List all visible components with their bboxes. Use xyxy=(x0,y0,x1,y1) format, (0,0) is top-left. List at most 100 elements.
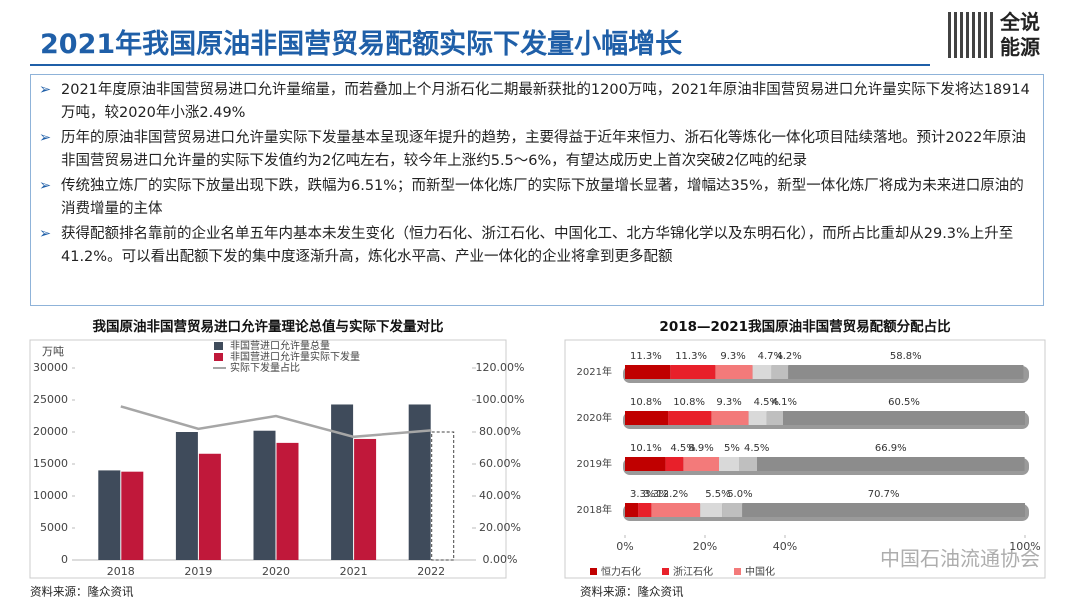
bullet-box: 2021年度原油非国营贸易进口允许量缩量，而若叠加上个月浙石化二期最新获批的12… xyxy=(30,74,1044,306)
line xyxy=(120,405,432,439)
data-label: 70.7% xyxy=(868,489,900,500)
data-label: 3.3% xyxy=(643,489,668,500)
bar-segment xyxy=(748,411,767,425)
x-tick-label: 40% xyxy=(773,540,797,553)
bar xyxy=(198,453,221,560)
y2-tick-label: 0.00% xyxy=(483,553,518,566)
legend-swatch xyxy=(214,353,223,361)
bar-segment xyxy=(668,411,712,425)
bar xyxy=(354,438,377,560)
bar xyxy=(408,404,431,560)
bar-segment xyxy=(700,503,723,517)
qr-code xyxy=(948,12,994,58)
legend-swatch xyxy=(662,568,669,575)
y-tick-label: 2021年 xyxy=(577,365,612,378)
bar xyxy=(98,470,121,560)
data-label: 10.8% xyxy=(673,397,705,408)
bar xyxy=(331,404,354,560)
y2-tick-label: 100.00% xyxy=(476,393,525,406)
bar-segment xyxy=(625,365,671,379)
bar-segment xyxy=(766,411,783,425)
legend-label: 中国化 xyxy=(745,565,775,578)
chart-frame xyxy=(564,339,1046,579)
source: 资料来源：隆众资讯 xyxy=(30,585,134,599)
data-label: 3.3% xyxy=(630,489,655,500)
legend-label: 实际下发量占比 xyxy=(230,361,300,374)
bar-segment xyxy=(638,503,652,517)
y2-tick-label: 40.00% xyxy=(479,489,521,502)
data-label: 58.8% xyxy=(890,351,922,362)
y2-tick-label: 80.00% xyxy=(479,425,521,438)
bar-segment xyxy=(742,503,1025,517)
bar-segment xyxy=(771,365,789,379)
chart-title: 2018—2021我国原油非国营贸易配额分配占比 xyxy=(659,318,950,335)
slide-title: 2021年我国原油非国营贸易配额实际下发量小幅增长 xyxy=(40,29,683,60)
y2-tick-label: 60.00% xyxy=(479,457,521,470)
data-label: 5% xyxy=(724,443,740,454)
y-tick-label: 20000 xyxy=(33,425,68,438)
legend-label: 恒力石化 xyxy=(601,565,641,578)
y-tick-label: 25000 xyxy=(33,393,68,406)
bar-segment xyxy=(719,457,739,471)
y2-tick-label: 120.00% xyxy=(476,361,525,374)
bar-segment xyxy=(625,457,666,471)
data-label: 10.8% xyxy=(630,397,662,408)
data-label: 4.1% xyxy=(772,397,797,408)
x-tick-label: 2021 xyxy=(340,565,368,578)
y-tick-label: 2020年 xyxy=(577,411,612,424)
legend-swatch xyxy=(214,342,223,350)
axis-unit: 万吨 xyxy=(42,345,64,358)
y-tick-label: 30000 xyxy=(33,361,68,374)
x-tick-label: 0% xyxy=(616,540,633,553)
legend-label: 非国营进口允许量实际下发量 xyxy=(230,350,360,363)
x-tick-label: 20% xyxy=(693,540,717,553)
bar xyxy=(276,442,299,560)
bullet: 获得配额排名靠前的企业名单五年内基本未发生变化（恒力石化、浙江石化、中国化工、北… xyxy=(39,223,1033,269)
bar-segment xyxy=(625,411,669,425)
y-tick-label: 10000 xyxy=(33,489,68,502)
data-label: 11.3% xyxy=(675,351,707,362)
source: 资料来源：隆众资讯 xyxy=(580,585,684,599)
bar xyxy=(121,471,144,560)
legend-label: 浙江石化 xyxy=(673,565,713,578)
legend-swatch xyxy=(590,568,597,575)
x-tick-label: 100% xyxy=(1009,540,1040,553)
bar xyxy=(431,431,455,561)
y2-tick-label: 20.00% xyxy=(479,521,521,534)
data-label: 4.5% xyxy=(670,443,695,454)
chart-title: 我国原油非国营贸易进口允许量理论总值与实际下发量对比 xyxy=(93,318,444,335)
bar-segment xyxy=(788,365,1024,379)
x-tick-label: 2020 xyxy=(262,565,290,578)
bar-segment xyxy=(670,365,716,379)
bar-segment xyxy=(625,503,639,517)
chart-frame xyxy=(29,339,507,579)
bar xyxy=(175,432,198,560)
title-rule xyxy=(30,64,930,66)
data-label: 66.9% xyxy=(875,443,907,454)
logo: 全说能源 xyxy=(1000,10,1040,59)
bullet: 历年的原油非国营贸易进口允许量实际下发量基本呈现逐年提升的趋势，主要得益于近年来… xyxy=(39,127,1033,173)
bar-segment xyxy=(715,365,753,379)
x-tick-label: 2022 xyxy=(417,565,445,578)
watermark: 中国石油流通协会 xyxy=(880,547,1040,571)
data-label: 12.2% xyxy=(656,489,688,500)
x-tick-label: 2019 xyxy=(184,565,212,578)
data-label: 4.7% xyxy=(758,351,783,362)
y-tick-label: 15000 xyxy=(33,457,68,470)
data-label: 5.0% xyxy=(727,489,752,500)
bar-segment xyxy=(711,411,749,425)
x-tick-label: 2018 xyxy=(107,565,135,578)
bar-segment xyxy=(757,457,1025,471)
y-tick-label: 5000 xyxy=(40,521,68,534)
bar-segment xyxy=(722,503,743,517)
y-tick-label: 2019年 xyxy=(577,457,612,470)
data-label: 4.2% xyxy=(776,351,801,362)
data-label: 8.9% xyxy=(688,443,713,454)
bar-segment xyxy=(739,457,757,471)
y-tick-label: 2018年 xyxy=(577,503,612,516)
bar-segment xyxy=(783,411,1025,425)
bar-segment xyxy=(683,457,719,471)
bar-segment xyxy=(665,457,684,471)
data-label: 11.3% xyxy=(630,351,662,362)
